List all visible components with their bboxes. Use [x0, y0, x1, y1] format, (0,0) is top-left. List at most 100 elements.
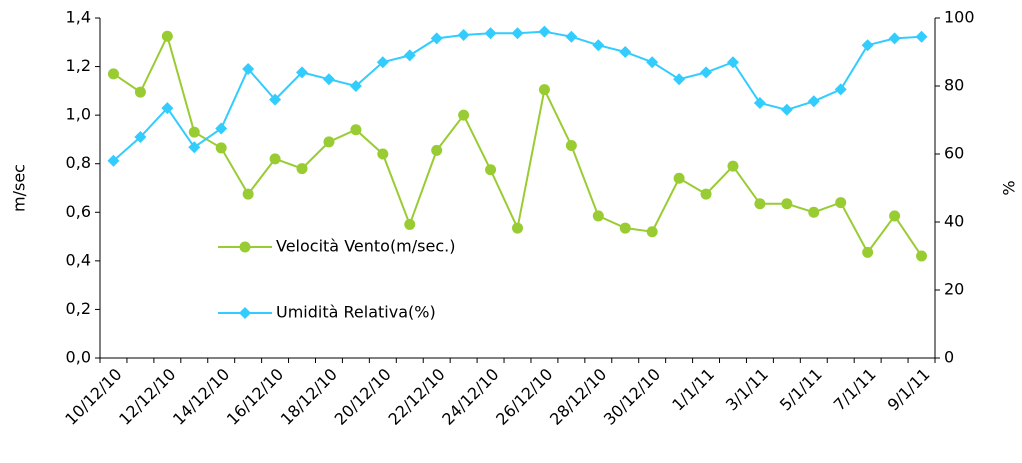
- marker: [754, 198, 766, 210]
- marker: [188, 141, 201, 154]
- y-tick-label: 0,0: [66, 348, 91, 367]
- marker: [834, 83, 847, 96]
- marker: [431, 144, 443, 156]
- marker: [673, 73, 686, 86]
- marker: [700, 188, 712, 200]
- marker: [781, 198, 793, 210]
- marker: [323, 136, 335, 148]
- marker: [296, 66, 309, 79]
- x-tick-label: 3/1/11: [722, 365, 772, 415]
- marker: [134, 86, 146, 98]
- marker: [215, 122, 228, 135]
- y-tick-label: 1,4: [66, 8, 91, 27]
- marker: [458, 109, 470, 121]
- marker: [242, 63, 255, 75]
- marker: [619, 222, 631, 234]
- x-tick-label: 14/12/10: [169, 365, 233, 429]
- marker: [350, 124, 362, 136]
- marker: [349, 80, 362, 92]
- x-tick-label: 20/12/10: [331, 365, 395, 429]
- marker: [592, 39, 605, 52]
- marker: [269, 93, 282, 106]
- marker: [565, 30, 578, 43]
- y2-tick-label: 60: [944, 144, 964, 163]
- marker: [888, 32, 901, 45]
- marker: [808, 206, 820, 218]
- marker: [862, 246, 874, 258]
- y-tick-label: 0,8: [66, 153, 91, 172]
- y-tick-label: 1,2: [66, 56, 91, 75]
- marker: [161, 30, 173, 42]
- marker: [239, 307, 251, 319]
- marker: [296, 163, 308, 175]
- marker: [916, 250, 928, 262]
- marker: [780, 103, 793, 116]
- y2-axis-label: %: [1000, 180, 1019, 195]
- y2-tick-label: 40: [944, 212, 964, 231]
- marker: [107, 68, 119, 80]
- marker: [889, 210, 901, 222]
- legend-label: Umidità Relativa(%): [276, 303, 436, 322]
- marker: [646, 226, 658, 238]
- legend-label: Velocità Vento(m/sec.): [276, 237, 455, 256]
- marker: [646, 56, 659, 69]
- marker: [485, 164, 497, 176]
- x-tick-label: 10/12/10: [61, 365, 125, 429]
- marker: [861, 39, 874, 52]
- y-tick-label: 1,0: [66, 105, 91, 124]
- marker: [377, 148, 389, 160]
- marker: [512, 222, 523, 234]
- marker: [134, 131, 147, 143]
- marker: [457, 29, 470, 41]
- y-tick-label: 0,2: [66, 299, 91, 318]
- marker: [807, 95, 820, 108]
- marker: [538, 25, 551, 38]
- x-tick-label: 24/12/10: [438, 365, 502, 429]
- x-tick-label: 26/12/10: [492, 365, 556, 429]
- x-tick-label: 5/1/11: [776, 365, 826, 415]
- y2-tick-label: 80: [944, 76, 964, 95]
- marker: [188, 126, 200, 138]
- marker: [269, 153, 281, 165]
- marker: [619, 46, 632, 58]
- y2-tick-label: 20: [944, 280, 964, 299]
- marker: [511, 27, 524, 40]
- x-tick-label: 16/12/10: [223, 365, 287, 429]
- marker: [753, 97, 766, 109]
- marker: [915, 30, 928, 43]
- x-tick-label: 7/1/11: [830, 365, 880, 415]
- marker: [376, 56, 389, 69]
- marker: [726, 56, 739, 69]
- marker: [700, 66, 713, 79]
- marker: [592, 210, 604, 222]
- marker: [835, 197, 847, 209]
- y2-tick-label: 100: [944, 8, 975, 27]
- marker: [727, 160, 739, 172]
- x-tick-label: 12/12/10: [115, 365, 179, 429]
- marker: [239, 241, 251, 253]
- x-tick-label: 30/12/10: [600, 365, 664, 429]
- x-tick-label: 22/12/10: [384, 365, 448, 429]
- y-axis-label: m/sec: [10, 164, 29, 212]
- marker: [242, 188, 254, 200]
- x-tick-label: 9/1/11: [884, 365, 934, 415]
- marker: [565, 140, 577, 151]
- marker: [538, 84, 550, 96]
- x-tick-label: 18/12/10: [277, 365, 341, 429]
- marker: [404, 218, 416, 230]
- marker: [430, 32, 443, 45]
- y2-tick-label: 0: [944, 348, 954, 367]
- marker: [403, 49, 416, 62]
- marker: [673, 172, 685, 184]
- marker: [484, 27, 497, 40]
- x-tick-label: 1/1/11: [668, 365, 718, 415]
- marker: [322, 73, 335, 86]
- y-tick-label: 0,4: [66, 250, 91, 269]
- series-line: [112, 30, 922, 162]
- marker: [215, 142, 227, 154]
- y-tick-label: 0,6: [66, 202, 91, 221]
- marker: [161, 102, 174, 115]
- marker: [107, 154, 120, 167]
- x-tick-label: 28/12/10: [546, 365, 610, 429]
